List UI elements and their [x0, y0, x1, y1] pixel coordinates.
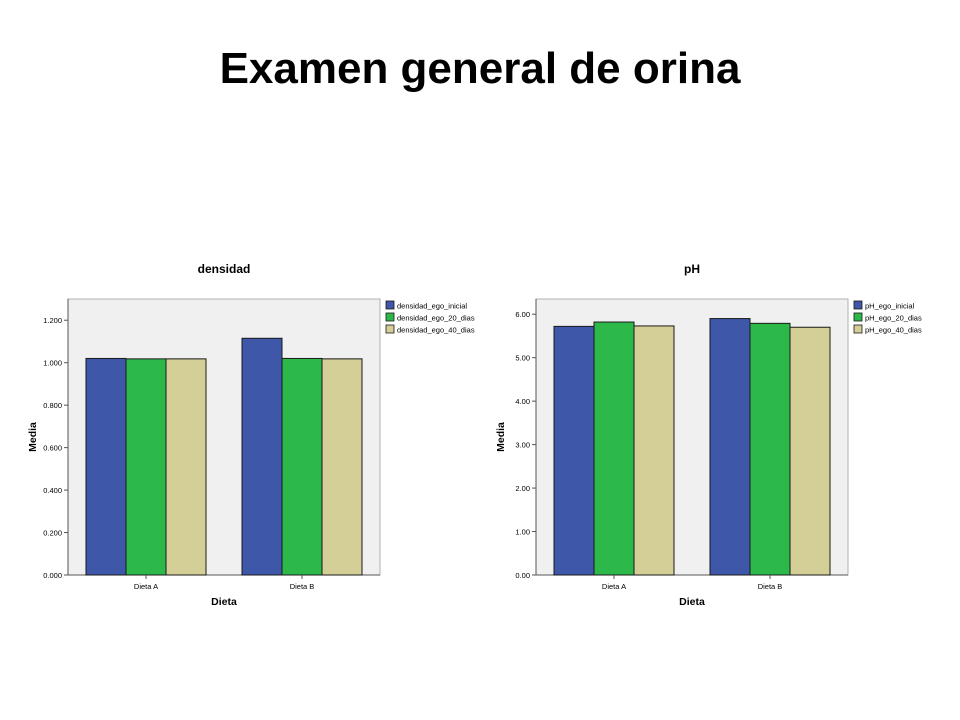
- bar-densidad_ego_inicial-dieta-a: [85, 357, 127, 576]
- legend-swatch: [853, 312, 863, 322]
- y-tick-label: 1.000: [43, 359, 62, 368]
- x-axis-title: Dieta: [211, 596, 237, 608]
- y-tick-label: 0.200: [43, 529, 62, 538]
- legend-label: densidad_ego_40_dias: [397, 326, 475, 335]
- x-axis-title: Dieta: [679, 596, 705, 608]
- legend-swatch: [385, 324, 395, 334]
- bar-densidad_ego_inicial-dieta-b: [241, 337, 283, 576]
- x-tick-label: Dieta B: [290, 582, 315, 591]
- bar-densidad_ego_20_dias-dieta-a: [125, 358, 167, 576]
- legend-swatch: [385, 312, 395, 322]
- y-tick-label: 6.00: [515, 310, 530, 319]
- legend: densidad_ego_inicial densidad_ego_20_dias…: [385, 300, 475, 335]
- bar-densidad_ego_20_dias-dieta-b: [281, 357, 323, 576]
- bar-densidad_ego_40_dias-dieta-b: [321, 358, 363, 576]
- y-tick-label: 2.00: [515, 484, 530, 493]
- y-tick-label: 0.00: [515, 571, 530, 580]
- bar-densidad_ego_40_dias-dieta-a: [165, 358, 207, 576]
- y-tick-label: 3.00: [515, 441, 530, 450]
- bar-pH_ego_inicial-dieta-a: [553, 325, 595, 576]
- legend-label: pH_ego_inicial: [865, 302, 915, 311]
- y-axis-title: Media: [495, 422, 507, 452]
- slide-title: Examen general de orina: [219, 44, 741, 93]
- legend-label: pH_ego_40_dias: [865, 326, 922, 335]
- y-tick-label: 0.800: [43, 401, 62, 410]
- legend-label: densidad_ego_inicial: [397, 302, 467, 311]
- legend: pH_ego_inicial pH_ego_20_dias pH_ego_40_di…: [853, 300, 922, 335]
- y-tick-label: 0.600: [43, 444, 62, 453]
- chart-title: pH: [684, 262, 700, 276]
- x-tick-label: Dieta A: [602, 582, 626, 591]
- y-tick-label: 1.00: [515, 528, 530, 537]
- chart-title: densidad: [198, 262, 251, 276]
- y-tick-label: 0.400: [43, 486, 62, 495]
- legend-swatch: [853, 324, 863, 334]
- chart-ph: pH 0.00 1.00 2.00 3.00 4.00 5.00 6.00 Dieta A Die…: [495, 262, 922, 608]
- y-tick-label: 5.00: [515, 354, 530, 363]
- x-tick-label: Dieta B: [758, 582, 783, 591]
- bar-pH_ego_40_dias-dieta-a: [633, 325, 675, 576]
- y-tick-label: 4.00: [515, 397, 530, 406]
- legend-label: densidad_ego_20_dias: [397, 314, 475, 323]
- chart-densidad: densidad 0.000 0.200 0.400 0.600 0.800 1.000 1.…: [27, 262, 475, 608]
- legend-swatch: [385, 300, 395, 310]
- bar-pH_ego_20_dias-dieta-b: [749, 322, 791, 576]
- bar-pH_ego_20_dias-dieta-a: [593, 321, 635, 576]
- y-tick-label: 1.200: [43, 316, 62, 325]
- bar-pH_ego_40_dias-dieta-b: [789, 326, 831, 576]
- legend-label: pH_ego_20_dias: [865, 314, 922, 323]
- x-tick-label: Dieta A: [134, 582, 158, 591]
- bar-pH_ego_inicial-dieta-b: [709, 318, 751, 576]
- y-axis-title: Media: [27, 422, 39, 452]
- y-tick-label: 0.000: [43, 571, 62, 580]
- legend-swatch: [853, 300, 863, 310]
